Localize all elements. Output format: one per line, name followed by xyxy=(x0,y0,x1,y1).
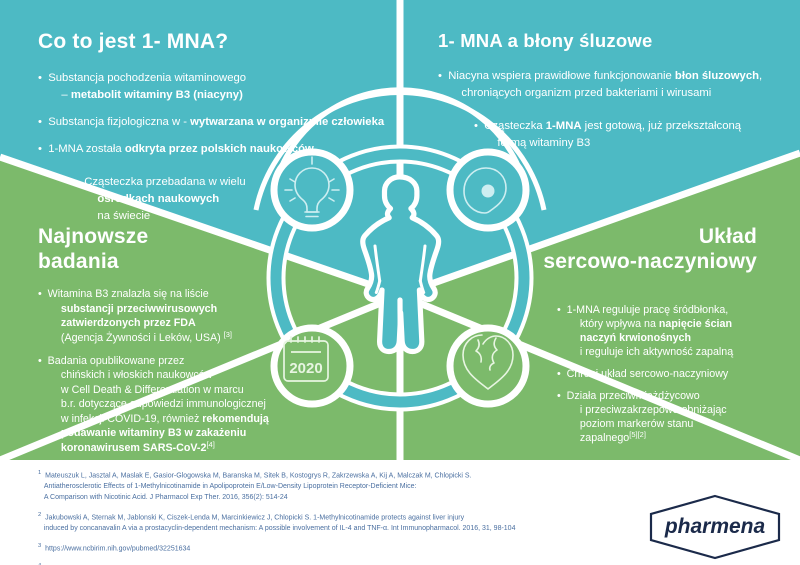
svg-text:pharmena: pharmena xyxy=(664,515,766,538)
